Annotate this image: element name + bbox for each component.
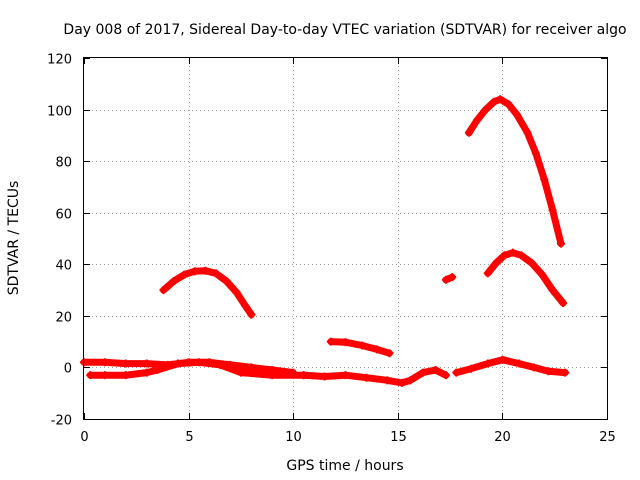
x-tick-label: 0: [80, 430, 88, 445]
data-point: [515, 359, 524, 368]
data-point: [362, 373, 371, 382]
data-point: [142, 359, 151, 368]
data-point: [121, 359, 130, 368]
y-tick-label: 120: [47, 53, 72, 68]
data-point: [142, 368, 151, 377]
data-point: [483, 269, 492, 278]
data-point: [464, 128, 473, 137]
data-point: [397, 378, 406, 387]
data-point: [498, 355, 507, 364]
data-point: [406, 376, 415, 385]
data-point: [372, 345, 381, 354]
data-point: [241, 301, 250, 310]
data-point: [483, 359, 492, 368]
series-arc-low-mid: [300, 366, 450, 387]
data-point: [236, 368, 245, 377]
data-point: [513, 110, 522, 119]
data-point: [556, 239, 565, 248]
x-tick-label: 20: [494, 430, 511, 445]
y-axis-label: SDTVAR / TECUs: [6, 181, 22, 296]
data-point: [529, 363, 538, 372]
tick-layer: 0 5 10 15 20 25 -20 0 20 40 60 80 100 120: [47, 53, 616, 446]
data-point: [548, 206, 557, 215]
x-tick-label: 10: [285, 430, 302, 445]
data-point: [247, 310, 256, 319]
x-tick-label: 5: [185, 430, 193, 445]
data-point: [383, 376, 392, 385]
series-arc-midday: [327, 338, 393, 357]
data-point: [121, 371, 130, 380]
series-arc-morning: [160, 267, 255, 319]
series-arc-evening-high: [465, 95, 565, 248]
data-point: [222, 277, 231, 286]
x-axis-label: GPS time / hours: [286, 458, 403, 474]
data-point: [448, 273, 457, 282]
data-point: [86, 371, 95, 380]
data-point: [467, 364, 476, 373]
data-point: [201, 266, 210, 275]
data-point: [320, 372, 329, 381]
data-point: [215, 360, 224, 369]
data-point: [211, 269, 220, 278]
data-point: [341, 338, 350, 347]
data-point: [153, 366, 162, 375]
data-point: [500, 251, 509, 260]
data-point: [268, 371, 277, 380]
data-point: [492, 258, 501, 267]
data-point: [299, 371, 308, 380]
y-tick-label: -20: [51, 414, 72, 429]
data-point: [523, 128, 532, 137]
y-tick-label: 60: [55, 208, 72, 223]
data-point: [418, 368, 427, 377]
data-point: [174, 359, 183, 368]
data-point: [326, 337, 335, 346]
data-point: [517, 251, 526, 260]
data-point: [496, 95, 505, 104]
x-tick-label: 25: [599, 430, 616, 445]
series-layer: [80, 95, 570, 387]
data-point: [100, 358, 109, 367]
y-tick-label: 40: [55, 259, 72, 274]
data-point: [527, 258, 536, 267]
data-point: [561, 368, 570, 377]
data-point: [531, 149, 540, 158]
data-point: [544, 367, 553, 376]
plot-frame: [83, 57, 608, 420]
y-tick-label: 0: [64, 362, 72, 377]
data-point: [504, 100, 513, 109]
data-point: [180, 270, 189, 279]
y-tick-label: 80: [55, 156, 72, 171]
data-point: [441, 275, 450, 284]
y-tick-label: 100: [47, 105, 72, 120]
data-point: [341, 371, 350, 380]
data-point: [195, 358, 204, 367]
data-point: [548, 286, 557, 295]
data-point: [508, 248, 517, 257]
x-tick-label: 15: [390, 430, 407, 445]
series-arc-evening-mid: [484, 249, 567, 307]
data-point: [232, 288, 241, 297]
chart-title: Day 008 of 2017, Sidereal Day-to-day VTE…: [63, 22, 626, 38]
data-point: [169, 277, 178, 286]
data-point: [452, 368, 461, 377]
data-point: [385, 349, 394, 358]
data-point: [473, 115, 482, 124]
data-point: [490, 97, 499, 106]
data-point: [100, 371, 109, 380]
data-point: [159, 286, 168, 295]
y-tick-label: 20: [55, 311, 72, 326]
data-point: [190, 267, 199, 276]
data-point: [358, 341, 367, 350]
data-point: [431, 366, 440, 375]
data-point: [481, 105, 490, 114]
data-point: [559, 298, 568, 307]
data-point: [441, 371, 450, 380]
data-point: [540, 175, 549, 184]
data-point: [538, 270, 547, 279]
